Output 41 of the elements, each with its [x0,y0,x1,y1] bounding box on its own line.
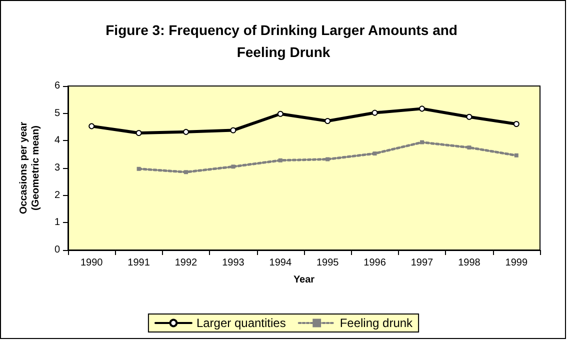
x-tick-label: 1999 [505,258,528,268]
legend-label: Larger quantities [196,316,286,330]
y-tick-label: 3 [54,162,60,174]
y-axis-title: Occasions per year (Geometric mean) [18,122,42,214]
point [514,153,518,158]
point [467,146,472,150]
x-axis-title: Year [293,274,315,286]
x-tick-label: 1993 [222,258,245,268]
point [372,152,377,156]
point [88,123,95,130]
x-tick-label: 1997 [410,258,434,268]
x-tick-label: 1990 [80,258,104,268]
point [183,128,189,135]
point [277,110,284,117]
y-tick-label: 6 [54,80,60,92]
legend-label: Feeling drunk [340,316,414,330]
point [136,166,141,171]
x-tick-label: 1992 [174,258,198,268]
y-tick-label: 2 [54,190,60,201]
y-tick-label: 5 [54,108,60,119]
point [184,170,188,174]
point [278,158,282,162]
x-tick-label: 1998 [458,258,481,268]
x-tick-label: 1991 [128,258,150,268]
point [419,106,425,112]
x-tick-label: 1994 [269,258,292,268]
point [420,140,424,144]
x-tick-label: 1995 [316,258,340,268]
point [372,110,378,116]
x-tick-label: 1996 [364,258,386,268]
point [136,130,142,136]
point [513,120,520,127]
y-tick-label: 4 [54,135,60,146]
point [466,114,472,120]
point [231,164,236,169]
point [324,118,331,124]
y-tick-label: 1 [54,217,60,228]
chart-title: Figure 3: Frequency of Drinking Larger Amounts and Feeling Drunk [106,22,462,60]
point [326,157,330,162]
y-tick-label: 0 [54,244,60,256]
point [230,127,236,134]
